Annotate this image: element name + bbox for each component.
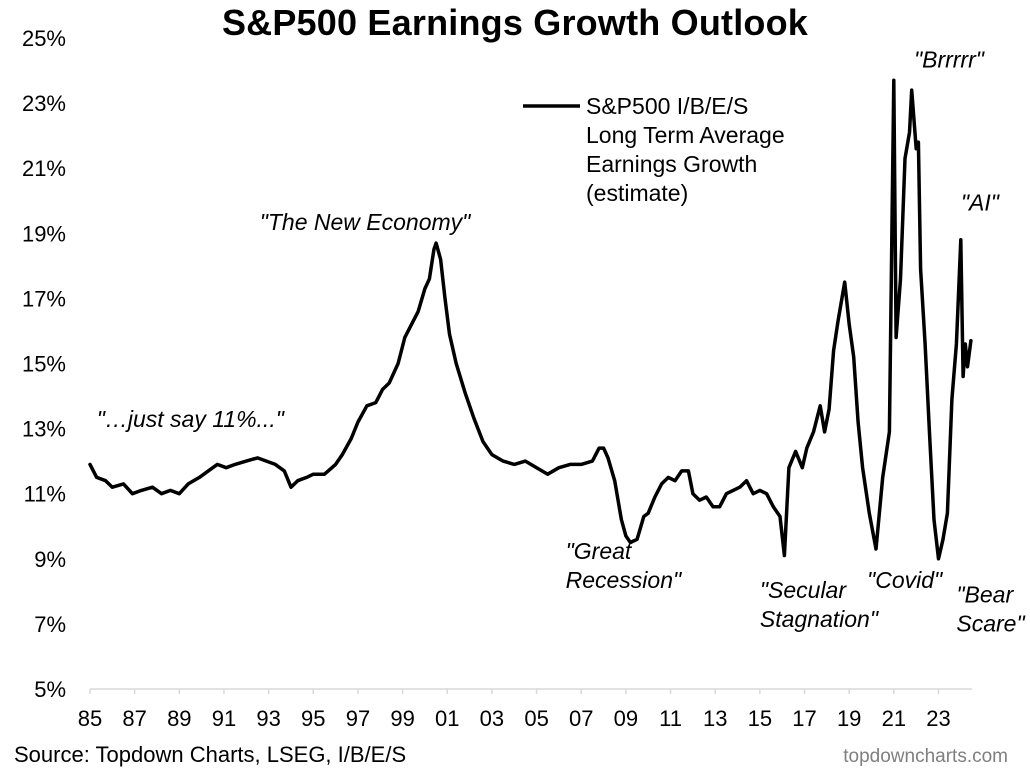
legend: S&P500 I/B/E/S Long Term Average Earnings … (523, 93, 785, 206)
legend-label-line: (estimate) (586, 180, 688, 206)
x-tick-label: 13 (703, 706, 727, 731)
x-tick-label: 87 (122, 706, 146, 731)
x-tick-label: 89 (167, 706, 191, 731)
legend-label: S&P500 I/B/E/S Long Term Average Earnings … (586, 93, 785, 206)
annotation-text: "AI" (961, 190, 1001, 216)
x-tick-label: 97 (346, 706, 370, 731)
annotation-text: "Secular (760, 577, 847, 603)
x-tick-label: 21 (882, 706, 906, 731)
brand-watermark: topdowncharts.com (843, 746, 1008, 767)
x-tick-label: 91 (212, 706, 236, 731)
y-tick-label: 9% (34, 547, 66, 572)
y-tick-label: 13% (22, 417, 66, 442)
annotation-text: "Bear (956, 582, 1014, 608)
y-tick-label: 21% (22, 156, 66, 181)
y-axis-ticks: 5% 7% 9% 11% 13% 15% 17% 19% 21% 23% 25% (22, 26, 66, 702)
x-tick-label: 01 (435, 706, 459, 731)
x-tick-label: 03 (480, 706, 504, 731)
y-tick-label: 7% (34, 612, 66, 637)
x-tick-label: 07 (569, 706, 593, 731)
y-tick-label: 5% (34, 677, 66, 702)
annotation-text: Scare" (956, 611, 1026, 637)
x-tick-label: 05 (524, 706, 548, 731)
series-line-0 (88, 78, 973, 561)
legend-label-line: S&P500 I/B/E/S (586, 93, 748, 119)
y-tick-label: 25% (22, 26, 66, 51)
series-layer (88, 78, 973, 561)
x-tick-label: 19 (837, 706, 861, 731)
legend-label-line: Earnings Growth (586, 151, 757, 177)
x-tick-label: 85 (78, 706, 102, 731)
annotation-text: Recession" (566, 567, 683, 593)
x-tick-label: 95 (301, 706, 325, 731)
annotation-text: Stagnation" (760, 606, 880, 632)
legend-label-line: Long Term Average (586, 122, 785, 148)
x-tick-label: 17 (792, 706, 816, 731)
x-axis-ticks: 85 87 89 91 93 95 97 99 01 03 05 07 09 11 13 15 17 19 21 23 (78, 689, 951, 731)
y-tick-label: 15% (22, 352, 66, 377)
annotations: "…just say 11%..." "The New Economy" "Grea… (97, 46, 1027, 636)
y-tick-label: 19% (22, 221, 66, 246)
chart-title: S&P500 Earnings Growth Outlook (221, 2, 809, 43)
x-tick-label: 23 (926, 706, 950, 731)
y-tick-label: 23% (22, 91, 66, 116)
annotation-text: "…just say 11%..." (97, 406, 286, 432)
x-tick-label: 09 (614, 706, 638, 731)
x-tick-label: 93 (256, 706, 280, 731)
annotation-text: "The New Economy" (260, 209, 472, 235)
y-tick-label: 11% (24, 482, 66, 507)
annotation-text: "Brrrrr" (914, 46, 986, 72)
annotation-text: "Covid" (867, 567, 944, 593)
x-tick-label: 11 (659, 706, 682, 731)
y-tick-label: 17% (22, 286, 66, 311)
x-tick-label: 99 (390, 706, 414, 731)
x-tick-label: 15 (748, 706, 772, 731)
source-note: Source: Topdown Charts, LSEG, I/B/E/S (14, 742, 407, 767)
annotation-text: "Great (566, 538, 633, 564)
